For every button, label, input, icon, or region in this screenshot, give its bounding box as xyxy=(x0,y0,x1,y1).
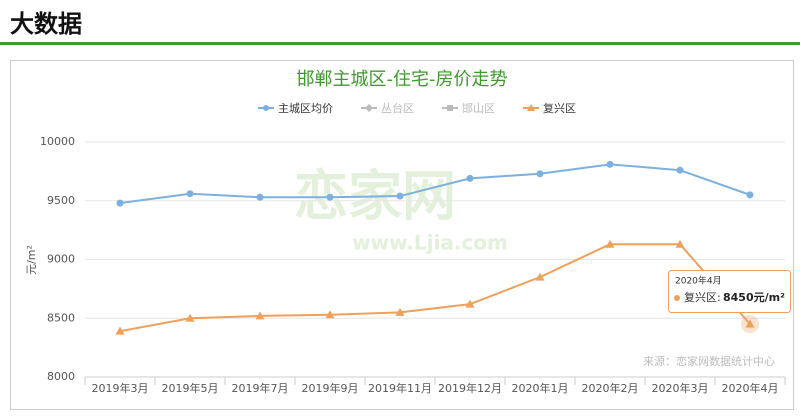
source-note: 来源：恋家网数据统计中心 xyxy=(643,354,775,368)
data-point xyxy=(605,239,615,248)
data-point xyxy=(255,311,265,320)
y-tick-label: 10000 xyxy=(40,135,75,148)
legend-item[interactable]: 复兴区 xyxy=(523,101,576,115)
data-point xyxy=(746,191,754,199)
y-axis-label: 元/m² xyxy=(25,245,38,275)
data-point xyxy=(186,190,194,198)
legend-item[interactable]: 丛台区 xyxy=(361,101,414,115)
legend-label: 邯山区 xyxy=(462,101,495,115)
data-point xyxy=(115,326,125,335)
legend-item[interactable]: 主城区均价 xyxy=(258,102,333,115)
x-tick-label: 2019年11月 xyxy=(368,381,432,395)
x-tick-label: 2019年9月 xyxy=(302,381,359,395)
x-tick-label: 2020年3月 xyxy=(652,381,709,395)
x-tick-label: 2020年4月 xyxy=(722,381,779,395)
page-title: 大数据 xyxy=(10,10,82,38)
x-tick-label: 2019年12月 xyxy=(438,381,502,395)
tooltip-box xyxy=(668,270,791,313)
legend-item[interactable]: 邯山区 xyxy=(442,101,495,115)
data-point xyxy=(465,299,475,308)
legend-label: 丛台区 xyxy=(381,101,414,115)
tooltip-value: 8450元/m² xyxy=(723,291,785,304)
series-line xyxy=(119,163,751,205)
series-line xyxy=(119,243,751,333)
y-tick-label: 9500 xyxy=(47,194,75,207)
data-point xyxy=(396,192,404,200)
y-tick-label: 9000 xyxy=(47,253,75,266)
chart-title: 邯郸主城区-住宅-房价走势 xyxy=(297,69,508,90)
data-point xyxy=(606,160,614,168)
data-point xyxy=(395,307,405,316)
legend-marker xyxy=(527,104,535,111)
legend-marker xyxy=(365,104,373,112)
y-tick-label: 8000 xyxy=(47,370,75,383)
header-rule xyxy=(0,42,800,45)
data-point xyxy=(256,193,264,201)
data-point xyxy=(326,193,334,201)
data-point xyxy=(536,170,544,178)
data-point xyxy=(466,174,474,182)
data-point xyxy=(116,199,124,207)
data-point xyxy=(675,239,685,248)
x-tick-label: 2019年3月 xyxy=(92,381,149,395)
x-tick-label: 2019年5月 xyxy=(162,381,219,395)
legend-marker xyxy=(263,105,269,111)
data-point xyxy=(185,313,195,322)
x-tick-label: 2020年1月 xyxy=(512,381,569,395)
tooltip-dot xyxy=(674,295,680,301)
data-point xyxy=(535,272,545,281)
watermark: www.Ljia.com xyxy=(352,231,508,255)
tooltip-title: 2020年4月 xyxy=(675,275,722,287)
data-point xyxy=(745,319,755,328)
legend-label: 主城区均价 xyxy=(278,102,333,115)
hover-halo xyxy=(741,315,759,334)
legend-label: 复兴区 xyxy=(543,101,576,115)
tooltip-series: 复兴区: xyxy=(684,290,721,304)
data-point xyxy=(676,166,684,174)
x-tick-label: 2020年2月 xyxy=(582,381,639,395)
data-point xyxy=(325,310,335,319)
x-tick-label: 2019年7月 xyxy=(232,381,289,395)
chart-frame xyxy=(10,60,794,410)
legend-marker xyxy=(447,105,453,111)
y-tick-label: 8500 xyxy=(47,311,75,324)
